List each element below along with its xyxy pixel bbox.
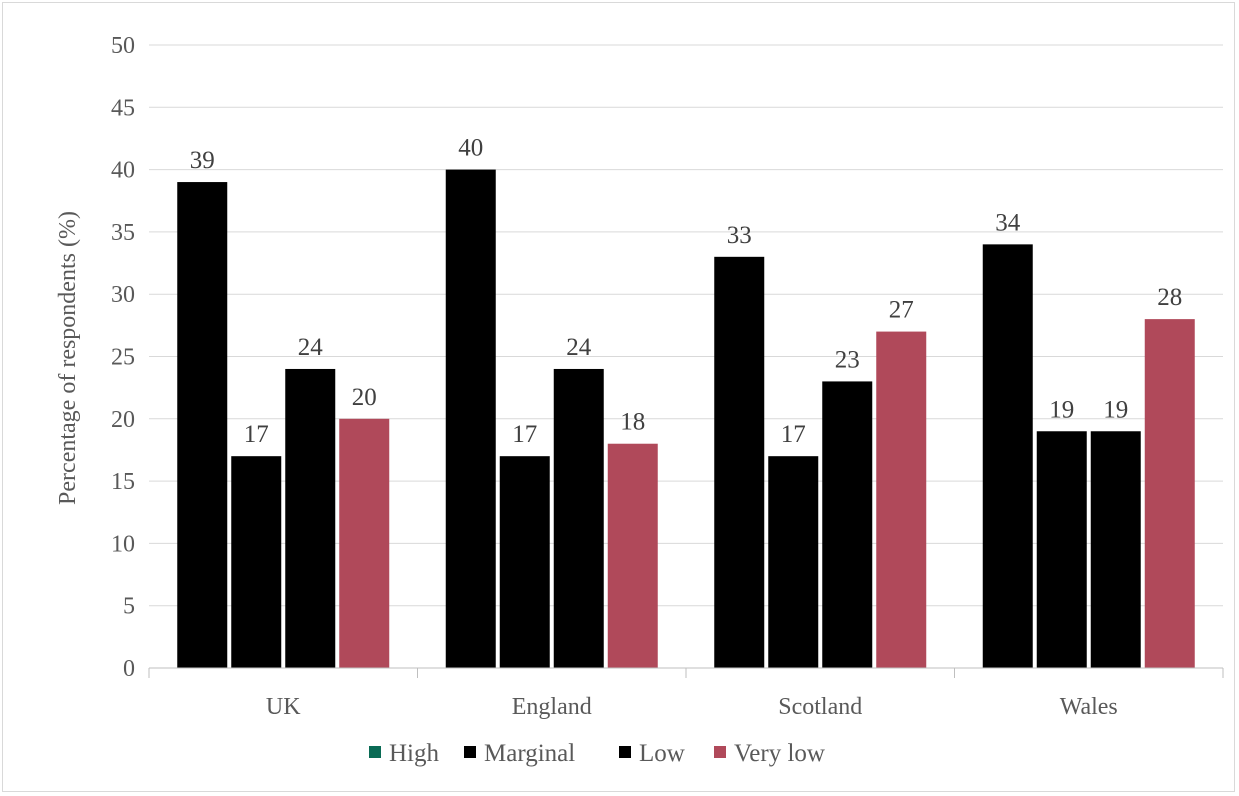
bar <box>499 456 550 668</box>
x-category-label: UK <box>266 694 301 720</box>
bar <box>1090 431 1141 668</box>
data-label: 20 <box>352 384 377 411</box>
bar <box>714 256 765 668</box>
y-tick-label: 0 <box>123 656 135 682</box>
x-category-label: England <box>512 694 592 720</box>
y-tick-label: 35 <box>111 220 135 246</box>
axes: 0 5 10 15 20 25 30 35 40 45 50 UK England Scotland Wal… <box>111 33 1224 720</box>
legend-label: Low <box>639 740 685 767</box>
data-label: 34 <box>995 209 1021 236</box>
data-label: 23 <box>835 346 860 373</box>
bars <box>177 169 1195 669</box>
data-labels: 39 17 24 20 40 17 24 18 33 17 23 27 34 19 19 28 <box>190 135 1183 449</box>
data-label: 17 <box>781 421 806 448</box>
y-tick-label: 30 <box>111 282 135 308</box>
data-label: 40 <box>458 135 483 162</box>
legend-swatch <box>619 746 631 758</box>
x-category-label: Wales <box>1060 694 1118 720</box>
y-tick-label: 20 <box>111 407 135 433</box>
x-category-label: Scotland <box>778 694 862 720</box>
bar <box>445 169 496 668</box>
bar <box>1036 431 1087 668</box>
data-label: 33 <box>727 222 752 249</box>
bar <box>285 368 336 668</box>
y-tick-label: 5 <box>123 594 135 620</box>
legend-label: Marginal <box>484 740 575 767</box>
legend-label: High <box>389 740 440 767</box>
y-tick-label: 45 <box>111 95 135 121</box>
y-tick-label: 40 <box>111 158 135 184</box>
y-tick-label: 25 <box>111 345 135 371</box>
bar <box>822 381 873 668</box>
legend: High Marginal Low Very low <box>369 740 825 767</box>
data-label: 17 <box>512 421 537 448</box>
y-tick-label: 10 <box>111 531 135 557</box>
legend-swatch <box>369 746 381 758</box>
y-tick-label: 15 <box>111 469 135 495</box>
y-axis-title: Percentage of respondents (%) <box>55 211 81 505</box>
bar <box>553 368 604 668</box>
bar <box>982 244 1033 669</box>
bar <box>768 456 819 668</box>
data-label: 19 <box>1103 396 1128 423</box>
bar <box>607 443 658 668</box>
data-label: 27 <box>889 297 914 324</box>
bar-chart: 39 17 24 20 40 17 24 18 33 17 23 27 34 19 19 28 0 5 10 15 2… <box>55 33 1224 767</box>
data-label: 24 <box>566 334 592 361</box>
bar <box>1144 319 1195 668</box>
legend-swatch <box>464 746 476 758</box>
bar <box>876 331 927 668</box>
data-label: 39 <box>190 147 215 174</box>
data-label: 17 <box>244 421 269 448</box>
data-label: 24 <box>298 334 324 361</box>
data-label: 28 <box>1157 284 1182 311</box>
legend-label: Very low <box>734 740 825 767</box>
data-label: 18 <box>620 409 645 436</box>
bar <box>231 456 282 668</box>
legend-swatch <box>714 746 726 758</box>
y-tick-label: 50 <box>111 33 135 59</box>
bar <box>339 418 390 668</box>
bar <box>177 182 228 668</box>
data-label: 19 <box>1049 396 1074 423</box>
